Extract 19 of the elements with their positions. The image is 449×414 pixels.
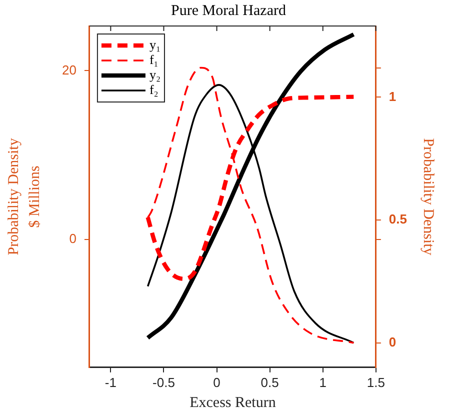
x-axis-title: Excess Return	[190, 394, 276, 411]
y2-tick-label: 1	[388, 88, 396, 104]
x-tick-label: -1	[104, 374, 116, 390]
y2-axis-title: Probability Density	[420, 138, 436, 256]
legend-label: y₁	[149, 36, 161, 52]
legend-label: f₂	[149, 82, 158, 97]
y-axis-title: $ Millions	[26, 165, 43, 228]
legend-label: f₁	[149, 52, 158, 67]
x-tick-label: 1.5	[366, 374, 385, 390]
y2-tick-label: 0	[388, 334, 396, 350]
chart-title: Pure Moral Hazard	[171, 2, 286, 19]
x-tick-label: 0	[213, 374, 220, 390]
y-tick-label: 20	[62, 62, 76, 78]
x-tick-label: 1	[319, 374, 326, 390]
legend-label: y₂	[149, 66, 161, 82]
x-tick-label: -0.5	[152, 374, 175, 390]
y2-tick-label: 0.5	[388, 212, 408, 227]
text: Probability Density	[6, 138, 22, 256]
x-tick-label: 0.5	[260, 374, 279, 390]
